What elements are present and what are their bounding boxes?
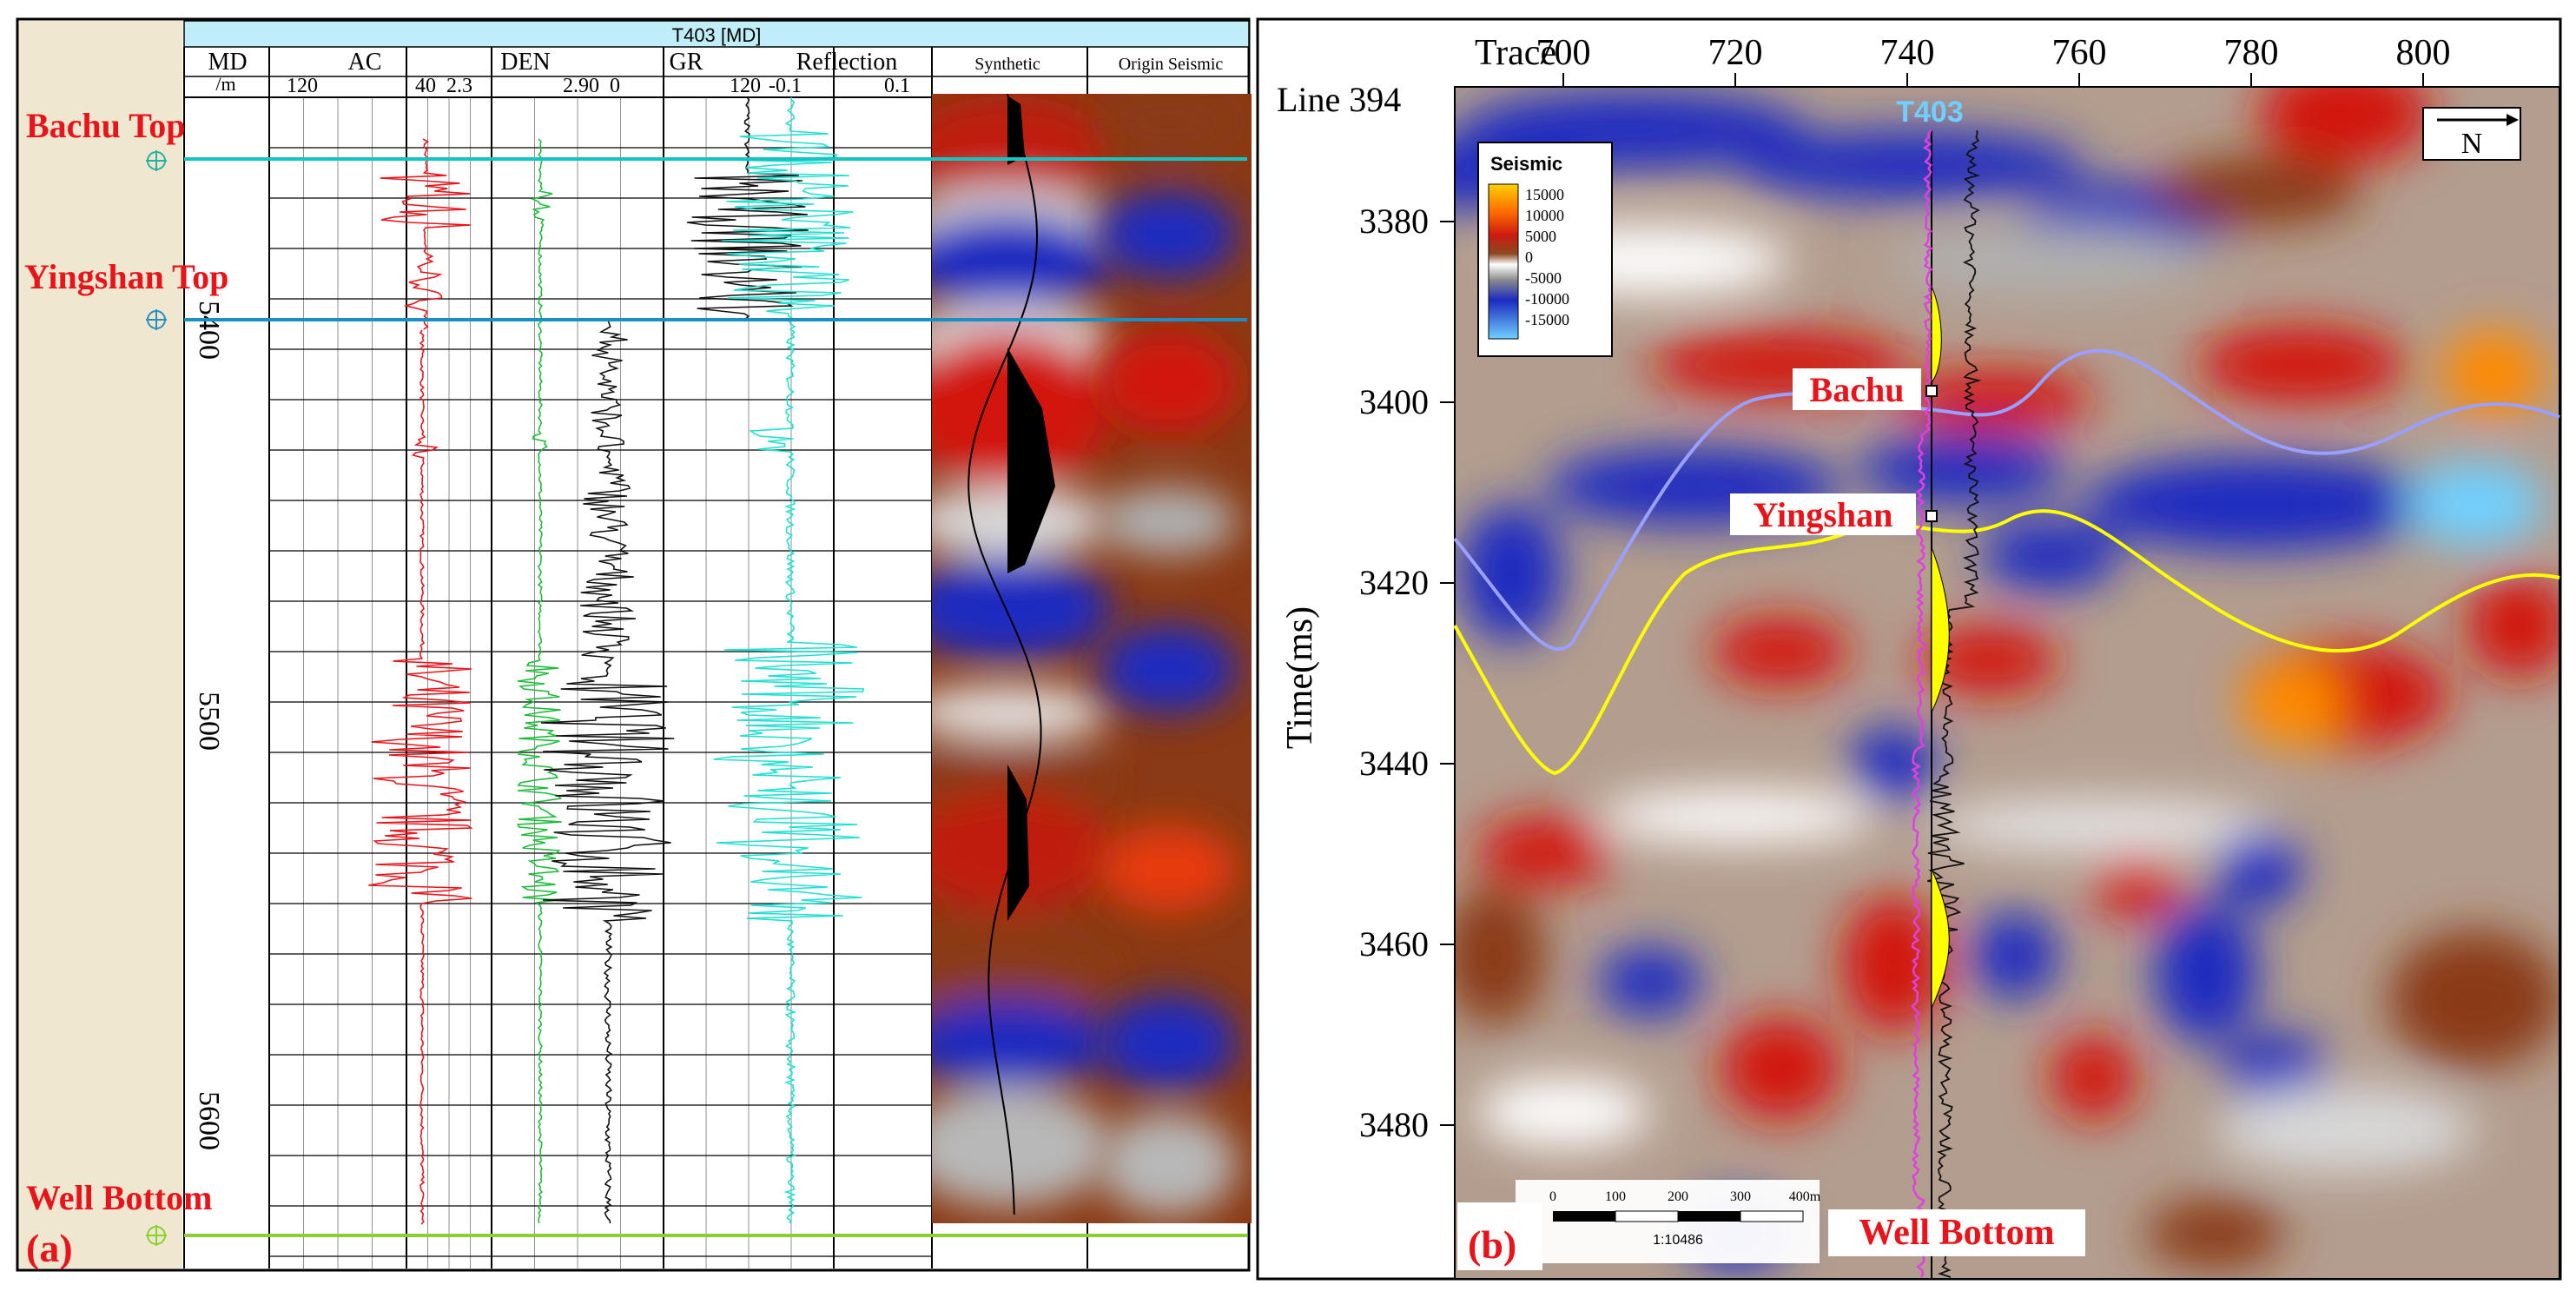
depth-header: MD (208, 49, 247, 76)
horizon-label-yingshan: Yingshan (1754, 495, 1893, 534)
seismic-legend: Seismic 15000 10000 5000 0 -5000 -10000 … (1477, 142, 1613, 357)
track-reflection-max: 0.1 (884, 75, 910, 97)
marker-margin (19, 21, 182, 1268)
track-den-min: 2.3 (446, 75, 472, 97)
track-gr-min: 0 (610, 75, 620, 97)
depth-unit: /m (215, 73, 235, 95)
track-den-max: 2.90 (563, 75, 599, 97)
depth-tick-5400: 5400 (193, 301, 225, 360)
well-marker-yingshan (1925, 510, 1938, 522)
depth-ticks: 5400 5500 5600 (193, 301, 225, 1150)
scale-tick: 400m (1789, 1189, 1821, 1204)
well-title-band (183, 20, 1250, 48)
track-header-ac: AC (348, 49, 382, 76)
well-marker-bachu (1925, 385, 1938, 397)
marker-label-well-bottom: Well Bottom (26, 1178, 212, 1217)
north-label: N (2461, 128, 2483, 160)
time-tick-label: 3380 (1359, 202, 1429, 241)
panel-b-label-box (1457, 1202, 1542, 1270)
horizon-bachu-line (1453, 348, 2560, 651)
legend-title: Seismic (1490, 153, 1562, 175)
time-tick-label: 3420 (1359, 563, 1429, 602)
time-tick-label: 3460 (1359, 924, 1429, 964)
panel-a-well-log: T403 [MD] MD /m AC 120 40 DEN 2.3 2.90 G… (16, 17, 1252, 1272)
track-header-den: DEN (500, 49, 551, 76)
scale-tick: 100 (1605, 1189, 1626, 1204)
label-box-bachu (1793, 368, 1921, 410)
legend-entry: 0 (1525, 248, 1533, 266)
time-tick-label: 3440 (1359, 744, 1429, 783)
marker-label-yingshan: Yingshan Top (24, 257, 228, 296)
time-ticks: 3380 3400 3420 3440 3460 3480 (1359, 202, 1455, 1144)
seismic-amplitude-blobs (1455, 87, 2559, 1268)
track-headers: MD /m AC 120 40 DEN 2.3 2.90 GR 0 120 Re… (208, 49, 1223, 97)
origin-seismic-bands (1099, 94, 1238, 1216)
trace-axis-label: Trace (1475, 33, 1556, 73)
synthetic-trace (968, 94, 1042, 1215)
depth-tick-5600: 5600 (193, 1091, 225, 1150)
scale-tick: 300 (1730, 1189, 1751, 1204)
well-synthetic-fill (1931, 286, 1950, 1009)
seismic-amplitude-image (1455, 87, 2559, 1279)
legend-entry: -5000 (1525, 269, 1562, 287)
time-axis-label: Time(ms) (1280, 606, 1320, 749)
panel-b-label: (b) (1468, 1222, 1516, 1267)
panel-a-label: (a) (26, 1226, 73, 1270)
formation-markers: Bachu Top Yingshan Top Well Bottom (24, 106, 1247, 1246)
trace-tick-label: 780 (2224, 33, 2279, 73)
legend-entry: 10000 (1525, 207, 1564, 224)
marker-target-icon (146, 150, 167, 171)
track-header-origin-seismic: Origin Seismic (1119, 55, 1224, 74)
well-track-t403 (1911, 129, 1982, 1279)
track-header-synthetic: Synthetic (974, 55, 1040, 74)
depth-tick-5500: 5500 (193, 692, 225, 751)
well-label: T403 (1896, 96, 1964, 129)
horizon-yingshan-line (1453, 509, 2560, 776)
time-tick-label: 3480 (1359, 1105, 1429, 1144)
legend-color-bar (1488, 183, 1519, 340)
scale-tick: 200 (1668, 1189, 1688, 1204)
label-box-yingshan (1730, 493, 1916, 535)
well-curve-pink (1911, 129, 1934, 1278)
scale-ratio: 1:10486 (1653, 1233, 1703, 1248)
scale-bar: 0 100 200 300 400m 1:10486 (1516, 1180, 1821, 1263)
marker-label-bachu: Bachu Top (26, 106, 185, 145)
synthetic-seismic-column (932, 94, 1252, 1223)
trace-tick-label: 740 (1880, 33, 1935, 73)
horizon-label-bachu: Bachu (1810, 370, 1905, 409)
track-ac-max: 40 (415, 75, 436, 97)
track-gr-max: 120 (730, 75, 761, 97)
well-curve-black (1927, 129, 1982, 1278)
panel-b-seismic-section: Trace 700 720 740 760 780 800 Line 394 3… (1256, 17, 2562, 1281)
north-arrow-icon: N (2422, 107, 2521, 161)
scale-tick: 0 (1549, 1189, 1556, 1204)
track-header-reflection: Reflection (796, 49, 898, 76)
horizon-label-well-bottom: Well Bottom (1859, 1213, 2054, 1253)
well-title: T403 [MD] (672, 24, 762, 46)
label-box-well-bottom (1828, 1209, 2085, 1256)
trace-tick-label: 760 (2052, 33, 2107, 73)
marker-target-icon (146, 309, 167, 330)
marker-target-icon (146, 1225, 167, 1246)
legend-entry: 5000 (1525, 228, 1556, 245)
trace-ticks: 700 720 740 760 780 800 (1536, 33, 2451, 87)
track-ac-min: 120 (287, 75, 318, 97)
trace-tick-label: 700 (1536, 33, 1591, 73)
track-header-gr: GR (670, 49, 703, 76)
legend-entry: 15000 (1525, 186, 1564, 203)
trace-tick-label: 800 (2396, 33, 2451, 73)
line-label: Line 394 (1277, 80, 1401, 119)
legend-entry: -15000 (1525, 311, 1569, 328)
time-tick-label: 3400 (1359, 382, 1429, 421)
legend-entry: -10000 (1525, 290, 1569, 308)
synthetic-fill (1007, 96, 1055, 921)
track-reflection-min: -0.1 (769, 75, 802, 97)
trace-tick-label: 720 (1708, 33, 1763, 73)
